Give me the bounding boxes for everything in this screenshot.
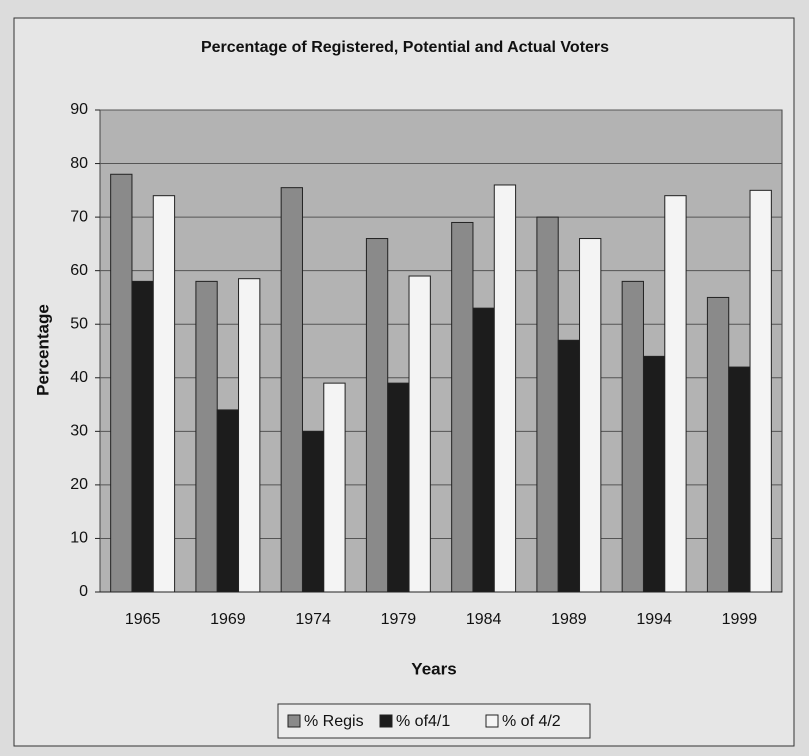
bar	[728, 366, 751, 593]
bar	[238, 278, 261, 593]
x-tick-label: 1999	[722, 611, 758, 628]
bar	[664, 195, 687, 593]
bar	[493, 184, 517, 593]
bar	[706, 296, 730, 593]
bar	[301, 430, 325, 593]
bar	[195, 280, 218, 593]
y-tick-label: 20	[70, 476, 88, 493]
x-tick-label: 1994	[636, 611, 672, 628]
y-tick-label: 50	[70, 315, 88, 332]
legend-box	[277, 703, 591, 739]
legend-swatch	[379, 714, 393, 728]
bar	[365, 238, 389, 593]
bar	[749, 189, 772, 593]
bar	[472, 307, 495, 593]
legend-swatch	[485, 714, 499, 728]
bar	[408, 275, 431, 593]
bar	[323, 382, 346, 593]
bar	[621, 280, 644, 593]
x-tick-label: 1989	[551, 611, 587, 628]
bar	[557, 339, 581, 593]
bar	[131, 280, 154, 593]
legend-label: % of4/1	[396, 713, 450, 730]
legend-label: % Regis	[304, 713, 364, 730]
x-tick-label: 1984	[466, 611, 502, 628]
bar	[536, 216, 559, 593]
y-tick-label: 90	[70, 101, 88, 118]
y-tick-label: 30	[70, 423, 88, 440]
x-tick-label: 1969	[210, 611, 246, 628]
y-tick-label: 80	[70, 155, 88, 172]
x-tick-label: 1979	[381, 611, 417, 628]
chart-title: Percentage of Registered, Potential and …	[201, 39, 609, 56]
y-axis-label: Percentage	[33, 304, 52, 396]
bar	[280, 187, 303, 593]
legend-label: % of 4/2	[502, 713, 561, 730]
y-tick-label: 0	[79, 583, 88, 600]
bar	[387, 382, 410, 593]
bar	[216, 409, 240, 593]
x-tick-label: 1974	[295, 611, 331, 628]
bar	[110, 173, 133, 593]
bar	[642, 355, 666, 593]
y-tick-label: 10	[70, 530, 88, 547]
y-tick-label: 70	[70, 208, 88, 225]
y-tick-label: 60	[70, 262, 88, 279]
legend-swatch	[287, 714, 301, 728]
x-axis-label: Years	[411, 659, 456, 678]
x-tick-label: 1965	[125, 611, 161, 628]
bar	[152, 195, 176, 593]
bar	[579, 238, 602, 593]
y-tick-label: 40	[70, 369, 88, 386]
bar	[451, 221, 474, 593]
